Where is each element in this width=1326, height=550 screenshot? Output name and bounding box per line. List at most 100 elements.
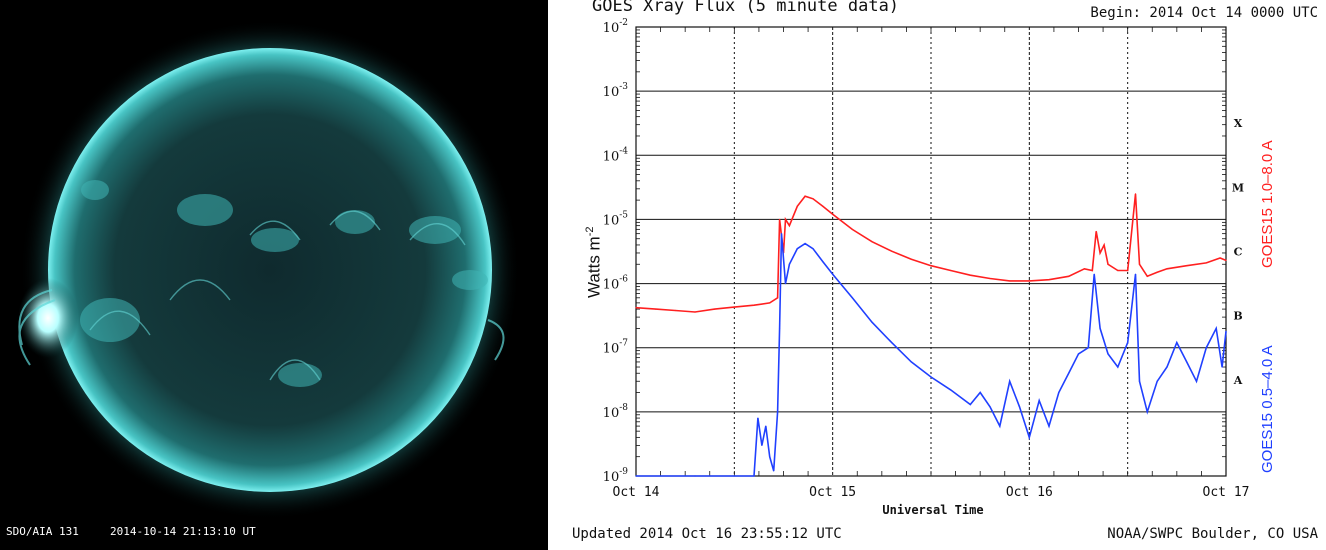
data-point	[694, 311, 696, 313]
series-label-short: GOES15 0.5–4.0 A	[1259, 345, 1276, 473]
y-tick-label: 10-5	[603, 210, 629, 228]
x-axis: Oct 14 Oct 15 Oct 16 Oct 17	[613, 27, 1249, 500]
data-point	[832, 213, 834, 215]
data-point	[969, 274, 971, 276]
data-point	[979, 391, 981, 394]
y-tick-label: 10-7	[603, 339, 629, 357]
data-point	[1176, 342, 1178, 344]
instrument-label: SDO/AIA 131	[6, 525, 79, 538]
data-point	[1103, 244, 1105, 246]
data-point	[871, 321, 873, 323]
sun-image-panel: SDO/AIA 131 2014-10-14 21:13:10 UT	[0, 0, 548, 550]
y-axis-label: Watts m-2	[584, 227, 605, 298]
data-point	[1009, 280, 1011, 282]
data-point	[788, 263, 790, 265]
data-point	[784, 218, 787, 221]
data-point	[733, 306, 735, 308]
data-point	[1134, 273, 1137, 275]
updated-time: Updated 2014 Oct 16 23:55:12 UTC	[572, 526, 842, 542]
data-point	[989, 406, 991, 408]
data-point	[714, 308, 716, 310]
data-point	[999, 425, 1001, 427]
data-point	[1068, 275, 1070, 277]
data-point	[733, 475, 735, 477]
data-point	[769, 302, 771, 304]
flare-class-label: X	[1234, 117, 1243, 130]
solar-disk	[48, 48, 492, 492]
data-point	[1048, 279, 1050, 281]
chart-title: GOES Xray Flux (5 minute data)	[592, 0, 900, 16]
data-point	[1219, 257, 1221, 259]
data-point	[1091, 269, 1093, 272]
data-point	[655, 308, 657, 310]
data-point	[1068, 372, 1070, 374]
series-line-short	[636, 233, 1227, 477]
data-point	[1099, 252, 1101, 254]
y-tick-label: 10-3	[603, 82, 629, 100]
data-point	[757, 417, 759, 419]
data-point	[1225, 330, 1227, 332]
data-point	[1146, 275, 1148, 277]
data-point	[1215, 327, 1217, 330]
data-point	[1205, 262, 1207, 264]
data-point	[1205, 347, 1207, 349]
data-point	[1038, 399, 1040, 402]
data-point	[930, 265, 932, 267]
data-point	[761, 444, 763, 446]
data-point	[1093, 273, 1095, 275]
data-point	[930, 376, 932, 378]
data-point	[674, 309, 676, 312]
y-tick-label: 10-6	[603, 275, 629, 293]
y-axis-label-text: Watts m	[584, 236, 604, 298]
data-point	[910, 258, 912, 260]
x-tick-label: Oct 15	[809, 485, 856, 500]
y-axis: 10-2 10-3 10-4 10-5 10-6 10-7 10-8 10-9	[603, 18, 1226, 485]
credit: NOAA/SWPC Boulder, CO USA	[1107, 526, 1318, 542]
data-point	[1186, 265, 1188, 267]
limb-loops	[18, 289, 505, 366]
data-point	[1186, 361, 1188, 363]
data-point	[804, 242, 806, 245]
data-point	[694, 475, 696, 477]
data-point	[822, 261, 824, 263]
image-timestamp: 2014-10-14 21:13:10 UT	[110, 525, 256, 538]
data-point	[1225, 259, 1227, 261]
series	[635, 193, 1227, 477]
data-point	[1028, 280, 1030, 282]
data-point	[778, 218, 781, 221]
data-point	[1221, 366, 1223, 368]
flare-class-label: M	[1232, 181, 1244, 194]
data-point	[1117, 366, 1119, 368]
data-point	[1095, 230, 1097, 233]
data-point	[1048, 425, 1050, 427]
data-point	[796, 205, 798, 207]
data-point	[832, 273, 834, 275]
data-point	[1009, 380, 1011, 382]
data-point	[1127, 342, 1129, 344]
data-point	[777, 297, 779, 299]
data-point	[1107, 263, 1109, 265]
grid	[636, 27, 1226, 476]
data-point	[804, 195, 806, 197]
xray-flux-chart: 10-210-310-410-510-610-710-810-9 Oct 14 O…	[603, 18, 1250, 517]
data-point	[777, 411, 779, 413]
data-point	[780, 233, 783, 235]
data-point	[989, 277, 991, 280]
data-point	[1018, 406, 1021, 408]
x-axis-label: Universal Time	[882, 503, 983, 517]
data-point	[891, 250, 893, 252]
data-point	[1156, 271, 1158, 273]
y-tick-label: 10-9	[603, 467, 629, 485]
data-point	[1028, 436, 1030, 438]
flare-class-axis: X M C B A	[1232, 117, 1244, 387]
data-point	[788, 225, 790, 227]
data-point	[851, 228, 853, 230]
data-point	[635, 475, 637, 477]
data-point	[1083, 268, 1085, 270]
flare-class-label: C	[1234, 246, 1243, 259]
data-point	[812, 248, 814, 250]
y-tick-label: 10-4	[603, 146, 629, 164]
data-point	[796, 248, 798, 250]
data-point	[891, 342, 893, 344]
data-point	[753, 304, 755, 306]
